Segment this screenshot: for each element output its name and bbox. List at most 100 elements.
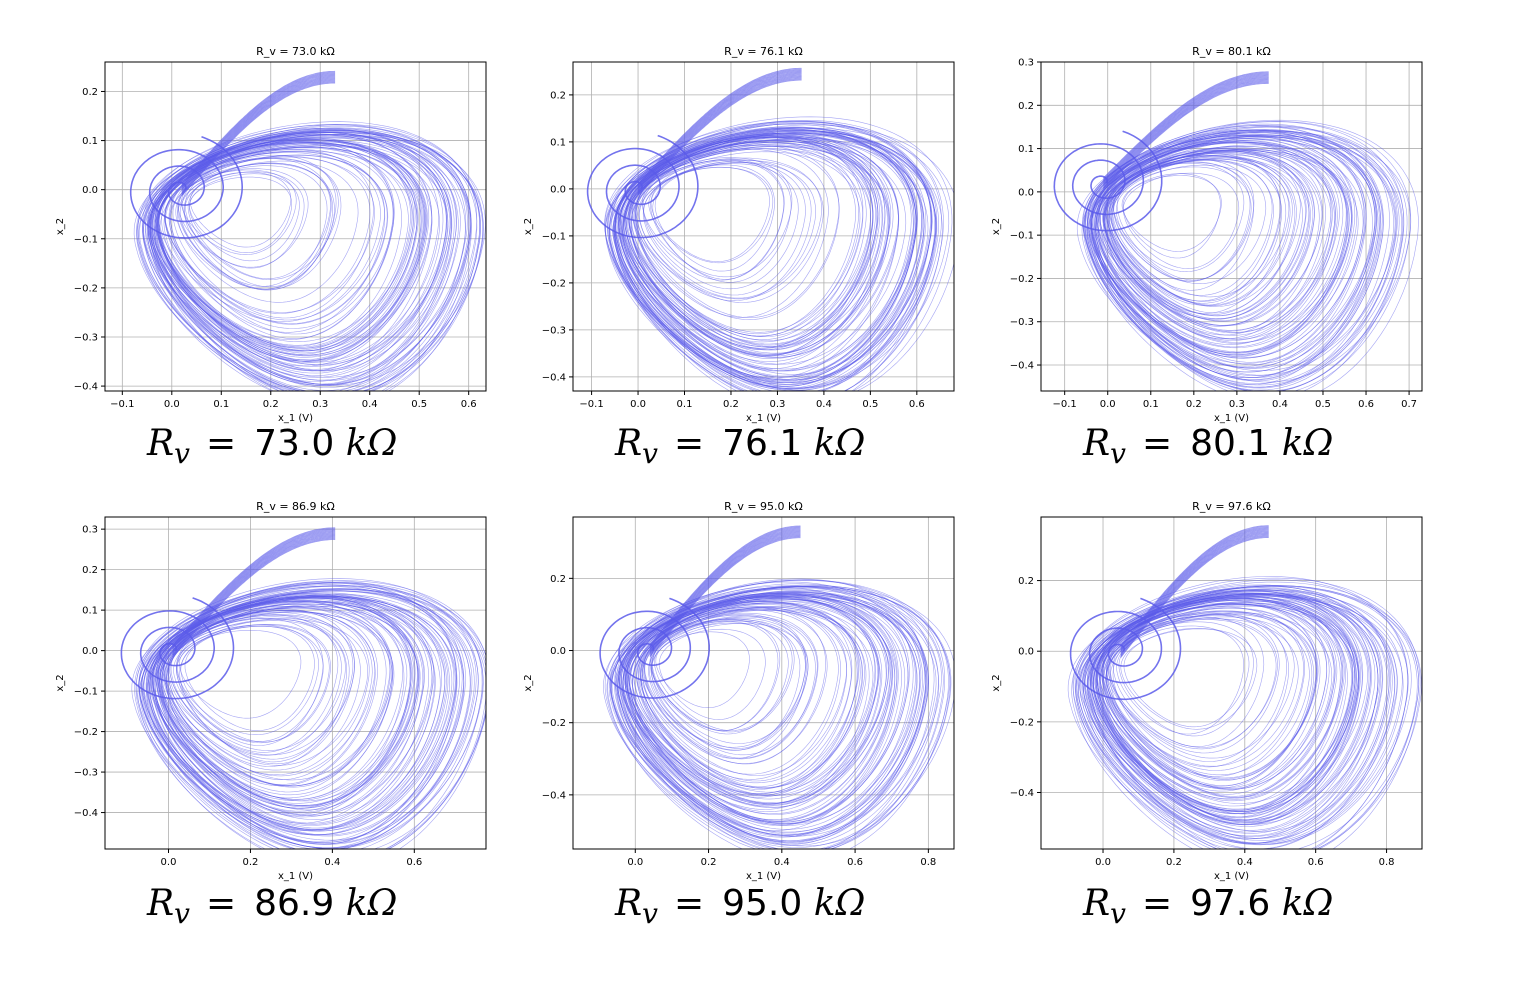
trajectory-loop	[1097, 589, 1372, 831]
upper-arc	[1120, 534, 1269, 656]
x-tick-label: 0.0	[627, 857, 643, 868]
trajectory-loop	[1078, 592, 1381, 821]
trajectory-loop	[1099, 603, 1328, 788]
trajectory-loop	[147, 584, 458, 849]
trajectory-loop	[638, 598, 876, 804]
upper-arc	[637, 76, 802, 193]
x-tick-label: 0.0	[1100, 399, 1116, 410]
x-tick-label: 0.4	[362, 399, 378, 410]
trajectory-loop	[177, 160, 359, 303]
upper-arc	[637, 68, 802, 185]
trajectory-loop	[616, 589, 940, 849]
x-tick-label: 0.5	[411, 399, 427, 410]
trajectory-loop	[152, 132, 444, 374]
trajectory-loop	[648, 616, 816, 759]
upper-arc	[1120, 531, 1269, 653]
caption-3: Rv = 80.1 kΩ	[1083, 423, 1334, 470]
trajectory-loop	[1105, 155, 1282, 302]
trajectory-loop	[154, 124, 481, 391]
trajectory-loop	[139, 596, 465, 843]
upper-arc	[172, 536, 336, 655]
plot-frame	[104, 516, 487, 850]
x-tick-label: 0.0	[161, 857, 177, 868]
trajectory-loop	[615, 591, 927, 842]
trajectory-loop	[168, 614, 339, 753]
trajectory-loop	[1094, 121, 1405, 391]
trajectory-loop	[613, 127, 950, 389]
inner-spiral	[586, 134, 699, 239]
y-tick-label: −0.2	[74, 283, 98, 294]
caption-value: 76.1	[722, 423, 803, 464]
caption-unit: kΩ	[1281, 423, 1334, 464]
trajectory-loop	[177, 618, 324, 746]
y-tick-label: 0.2	[1018, 101, 1034, 112]
plot-title: R_v = 73.0 kΩ	[256, 45, 335, 58]
trajectory-loop	[631, 151, 861, 333]
x-tick-label: 0.1	[677, 399, 693, 410]
trajectory-loop	[1084, 120, 1412, 391]
trajectory-loop	[149, 134, 471, 385]
x-tick-label: 0.0	[1095, 857, 1111, 868]
plot-frame	[572, 61, 955, 392]
upper-arc	[181, 74, 336, 189]
trajectory-loop	[1091, 137, 1347, 348]
upper-arc	[1103, 74, 1269, 182]
trajectory-loop	[620, 608, 874, 795]
upper-arc	[172, 529, 336, 648]
trajectory-loop	[631, 596, 906, 825]
trajectory-loop	[162, 601, 391, 787]
trajectory-loop	[639, 160, 824, 303]
trajectory-loop	[158, 134, 433, 372]
trajectory-loop	[1082, 595, 1383, 825]
plot-frame	[104, 61, 487, 392]
x-tick-label: 0.7	[1401, 399, 1417, 410]
trajectory-loop	[131, 588, 484, 849]
panel-2: −0.1 0.0 0.1 0.2 0.3 0.4 0.5 0.6 −0.4 −0.3 −0.2 −0.…	[523, 45, 955, 424]
y-tick-label: −0.2	[542, 278, 566, 289]
trajectory-loop	[627, 598, 896, 822]
x-tick-label: 0.5	[862, 399, 878, 410]
trajectory-loop	[1071, 577, 1421, 849]
trajectory	[599, 525, 954, 849]
caption-5: Rv = 95.0 kΩ	[615, 883, 866, 930]
trajectory-loop	[160, 599, 404, 800]
y-tick-label: −0.4	[74, 808, 98, 819]
upper-arc	[181, 80, 336, 195]
x-tick-label: 0.3	[312, 399, 328, 410]
trajectory-loop	[637, 608, 839, 775]
y-axis-label: x_2	[523, 218, 534, 235]
y-tick-label: 0.0	[82, 185, 98, 196]
trajectory-loop	[175, 608, 355, 765]
x-tick-label: 0.6	[909, 399, 925, 410]
upper-arc	[649, 533, 801, 654]
panel-3: −0.1 0.0 0.1 0.2 0.3 0.4 0.5 0.6 0.7 −0.4 −0.3 −0.2…	[991, 45, 1423, 424]
upper-arc	[1103, 79, 1269, 187]
caption-unit: kΩ	[1281, 883, 1334, 924]
trajectory-loop	[148, 601, 441, 831]
trajectory-loop	[603, 585, 950, 848]
x-axis-label: x_1 (V)	[1214, 871, 1249, 882]
upper-arc	[1103, 71, 1269, 179]
caption-value: 97.6	[1190, 883, 1271, 924]
x-tick-label: 0.8	[920, 857, 936, 868]
trajectory-loop	[1084, 589, 1379, 840]
y-tick-label: 0.1	[82, 136, 98, 147]
trajectory-loop	[655, 631, 750, 708]
trajectory-loop	[641, 602, 870, 805]
upper-arc	[649, 530, 801, 650]
upper-arc	[172, 528, 336, 647]
trajectory-loop	[617, 591, 918, 836]
x-tick-label: 0.2	[1186, 399, 1202, 410]
trajectory-loop	[180, 169, 297, 255]
trajectory-loop	[189, 173, 300, 262]
trajectory-loop	[1108, 613, 1280, 754]
trajectory-loop	[154, 582, 457, 845]
caption-symbol: R	[147, 423, 175, 464]
y-tick-label: −0.3	[74, 768, 98, 779]
x-tick-label: 0.2	[242, 857, 258, 868]
caption-2: Rv = 76.1 kΩ	[615, 423, 866, 470]
upper-arc	[181, 77, 336, 191]
y-tick-label: 0.2	[550, 574, 566, 585]
trajectory-loop	[1122, 173, 1221, 259]
x-tick-label: 0.4	[1272, 399, 1288, 410]
